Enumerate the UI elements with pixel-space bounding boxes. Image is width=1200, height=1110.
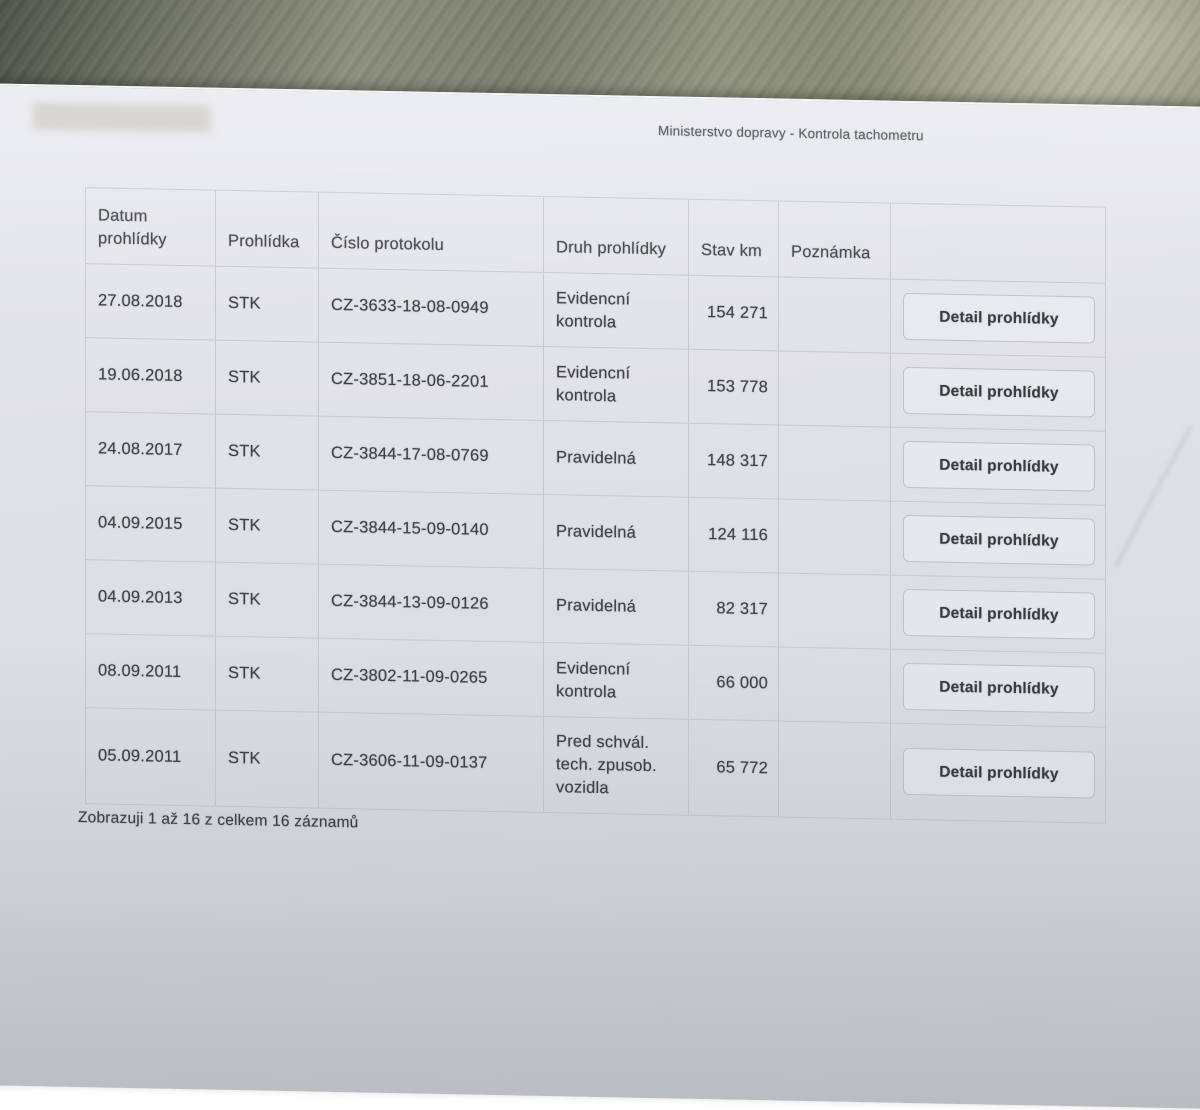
cell-prohlidka: STK: [215, 414, 319, 491]
cell-prohlidka: STK: [215, 266, 319, 343]
cell-stav-km: 148 317: [688, 423, 779, 499]
cell-datum: 08.09.2011: [85, 633, 216, 711]
cell-druh: Pravidelná: [543, 494, 689, 572]
cell-actions: Detail prohlídky: [890, 279, 1106, 358]
paper-crease: [1114, 425, 1193, 567]
cell-druh: Pravidelná: [543, 568, 689, 646]
cell-druh: Evidencní kontrola: [543, 272, 689, 350]
cell-datum: 19.06.2018: [85, 337, 216, 415]
cell-stav-km: 65 772: [688, 719, 779, 817]
detail-prohlidky-button[interactable]: Detail prohlídky: [903, 747, 1095, 799]
cell-cislo: CZ-3844-17-08-0769: [318, 416, 544, 495]
cell-actions: Detail prohlídky: [890, 353, 1106, 432]
detail-prohlidky-button[interactable]: Detail prohlídky: [903, 366, 1095, 418]
cell-prohlidka: STK: [215, 340, 319, 417]
cell-druh: Evidencní kontrola: [543, 346, 689, 424]
cell-druh: Pred schvál. tech. zpusob. vozidla: [543, 716, 689, 816]
column-header-actions: [890, 203, 1106, 284]
column-header-cislo-protokolu: Číslo protokolu: [318, 192, 544, 273]
printed-page: Ministerstvo dopravy - Kontrola tachomet…: [0, 82, 1200, 1110]
redacted-region: [33, 102, 211, 133]
detail-prohlidky-button[interactable]: Detail prohlídky: [903, 588, 1095, 640]
page-title: Ministerstvo dopravy - Kontrola tachomet…: [658, 123, 924, 144]
cell-datum: 04.09.2015: [85, 485, 216, 563]
inspection-table: Datum prohlídky Prohlídka Číslo protokol…: [85, 187, 1106, 824]
cell-prohlidka: STK: [215, 710, 319, 809]
cell-prohlidka: STK: [215, 488, 319, 565]
cell-cislo: CZ-3802-11-09-0265: [318, 638, 544, 717]
column-header-datum-prohlidky: Datum prohlídky: [85, 187, 216, 267]
detail-prohlidky-button[interactable]: Detail prohlídky: [903, 662, 1095, 714]
cell-datum: 05.09.2011: [85, 707, 216, 807]
cell-actions: Detail prohlídky: [890, 575, 1106, 654]
cell-prohlidka: STK: [215, 562, 319, 639]
cell-poznamka: [778, 572, 891, 650]
cell-stav-km: 124 116: [688, 497, 779, 573]
column-header-poznamka: Poznámka: [778, 200, 891, 280]
cell-stav-km: 82 317: [688, 571, 779, 647]
cell-druh: Pravidelná: [543, 420, 689, 498]
cell-poznamka: [778, 276, 891, 354]
cell-cislo: CZ-3633-18-08-0949: [318, 268, 544, 347]
cell-actions: Detail prohlídky: [890, 723, 1106, 824]
cell-datum: 27.08.2018: [85, 263, 216, 341]
cell-cislo: CZ-3844-15-09-0140: [318, 490, 544, 569]
cell-poznamka: [778, 424, 891, 502]
records-summary: Zobrazuji 1 až 16 z celkem 16 záznamů: [78, 809, 359, 832]
cell-druh: Evidencní kontrola: [543, 642, 689, 720]
detail-prohlidky-button[interactable]: Detail prohlídky: [903, 514, 1095, 566]
cell-cislo: CZ-3851-18-06-2201: [318, 342, 544, 421]
cell-cislo: CZ-3844-13-09-0126: [318, 564, 544, 643]
cell-actions: Detail prohlídky: [890, 649, 1106, 728]
detail-prohlidky-button[interactable]: Detail prohlídky: [903, 440, 1095, 492]
table-row: 05.09.2011 STK CZ-3606-11-09-0137 Pred schv…: [85, 707, 1106, 824]
cell-stav-km: 66 000: [688, 645, 779, 721]
cell-stav-km: 154 271: [688, 275, 779, 351]
cell-poznamka: [778, 350, 891, 428]
cell-actions: Detail prohlídky: [890, 501, 1106, 580]
column-header-stav-km: Stav km: [688, 199, 779, 277]
cell-datum: 04.09.2013: [85, 559, 216, 637]
cell-poznamka: [778, 646, 891, 724]
cell-actions: Detail prohlídky: [890, 427, 1106, 506]
column-header-druh-prohlidky: Druh prohlídky: [543, 196, 689, 276]
cell-cislo: CZ-3606-11-09-0137: [318, 712, 544, 813]
column-header-prohlidka: Prohlídka: [215, 190, 319, 269]
cell-stav-km: 153 778: [688, 349, 779, 425]
cell-datum: 24.08.2017: [85, 411, 216, 489]
cell-poznamka: [778, 720, 891, 820]
cell-poznamka: [778, 498, 891, 576]
detail-prohlidky-button[interactable]: Detail prohlídky: [903, 292, 1095, 344]
cell-prohlidka: STK: [215, 636, 319, 713]
table-body: 27.08.2018 STK CZ-3633-18-08-0949 Evidencní…: [85, 263, 1106, 824]
